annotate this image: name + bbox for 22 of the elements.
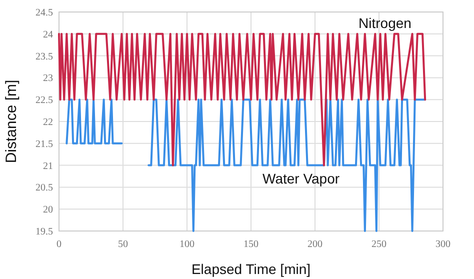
- y-tick-label: 22: [43, 117, 53, 128]
- series-label: Nitrogen: [358, 14, 412, 31]
- y-tick-label: 19.5: [36, 226, 53, 238]
- y-tick-label: 21.5: [36, 138, 53, 150]
- y-axis-title: Distance [m]: [3, 80, 20, 164]
- x-tick-label: 50: [118, 239, 128, 250]
- y-tick-label: 22.5: [36, 95, 53, 106]
- x-tick-label: 100: [180, 239, 194, 250]
- y-tick-label: 20.5: [36, 182, 53, 194]
- y-tick-label: 24.5: [36, 8, 53, 18]
- series-label: Water Vapor: [262, 170, 340, 186]
- x-tick-label: 0: [56, 239, 62, 250]
- y-tick-label: 20: [43, 204, 53, 216]
- x-tick-label: 300: [436, 239, 450, 250]
- x-tick-label: 150: [244, 239, 258, 250]
- y-tick-label: 23: [43, 73, 53, 84]
- y-tick-label: 21: [43, 160, 53, 172]
- x-axis-title: Elapsed Time [min]: [191, 261, 311, 277]
- x-tick-label: 250: [372, 239, 386, 250]
- x-tick-label: 200: [308, 239, 322, 250]
- y-tick-label: 23.5: [36, 51, 53, 62]
- y-tick-label: 24: [43, 29, 53, 40]
